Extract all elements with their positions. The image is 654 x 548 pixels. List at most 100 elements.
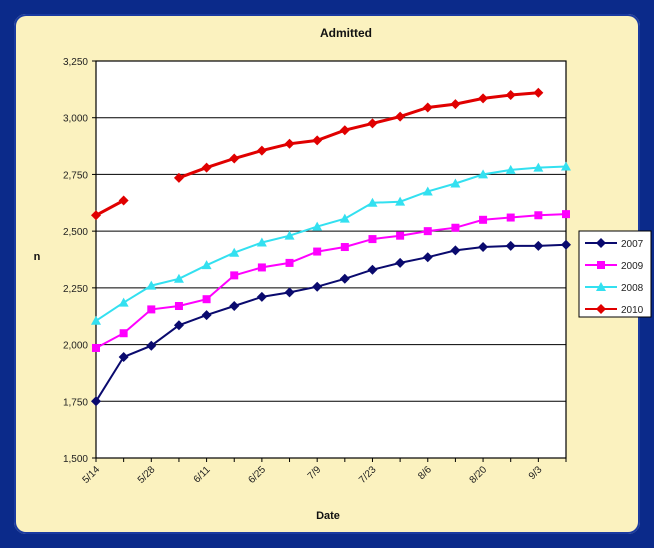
data-point: [312, 221, 323, 231]
y-tick-label: 3,250: [63, 57, 88, 68]
data-point: [147, 305, 156, 314]
data-point: [367, 118, 378, 129]
data-point: [229, 301, 240, 312]
data-point: [450, 245, 461, 256]
data-point: [173, 273, 184, 283]
plot-frame: [95, 60, 567, 459]
x-tick-label: 6/25: [246, 464, 268, 486]
y-tick-label: 1,750: [63, 397, 88, 408]
legend-box: [578, 230, 652, 318]
data-point: [312, 135, 323, 146]
y-tick-label: 2,250: [63, 284, 88, 295]
x-tick-label: 7/23: [357, 464, 379, 486]
data-point: [284, 138, 295, 149]
data-point: [396, 231, 405, 240]
data-point: [478, 242, 489, 253]
x-tick-label: 8/20: [468, 464, 490, 486]
data-point: [422, 102, 433, 113]
x-tick-label: 9/3: [527, 464, 545, 482]
x-tick-label: 7/9: [306, 464, 324, 482]
data-point: [422, 252, 433, 263]
series-line-2008: [95, 165, 567, 322]
data-point: [118, 352, 129, 363]
data-point: [395, 111, 406, 122]
data-point: [450, 99, 461, 110]
data-point: [284, 230, 295, 240]
data-point: [395, 257, 406, 268]
data-point: [596, 282, 606, 291]
series-line-2010: [95, 91, 539, 217]
data-point: [256, 291, 267, 302]
data-point: [450, 178, 461, 188]
plot-area: [96, 61, 566, 458]
data-point: [285, 258, 294, 267]
data-point: [339, 213, 350, 223]
legend-label-2007: 2007: [621, 239, 644, 250]
y-axis-label: n: [34, 251, 41, 263]
data-point: [423, 227, 432, 236]
data-point: [478, 93, 489, 104]
data-point: [284, 287, 295, 298]
legend-label-2010: 2010: [621, 305, 644, 316]
data-point: [597, 261, 605, 269]
data-point: [313, 247, 322, 256]
data-point: [201, 260, 212, 270]
data-point: [201, 310, 212, 321]
data-point: [146, 340, 157, 351]
data-point: [596, 304, 606, 314]
data-point: [339, 125, 350, 136]
x-tick-label: 5/28: [136, 464, 158, 486]
data-point: [91, 315, 101, 325]
data-point: [201, 162, 212, 173]
data-point: [91, 396, 101, 407]
x-tick-label: 6/11: [192, 464, 213, 485]
data-point: [505, 164, 516, 174]
y-tick-label: 1,500: [63, 454, 88, 465]
data-point: [312, 281, 323, 292]
data-point: [562, 210, 570, 219]
data-point: [202, 295, 211, 304]
data-point: [479, 215, 488, 224]
data-point: [229, 153, 240, 164]
data-point: [561, 161, 571, 171]
data-point: [478, 169, 489, 179]
legend: 2007 2009 2008 2010: [578, 230, 652, 318]
y-tick-label: 2,500: [63, 227, 88, 238]
data-point: [256, 145, 267, 156]
data-point: [534, 211, 543, 220]
data-point: [229, 247, 240, 257]
data-point: [92, 343, 100, 352]
data-point: [340, 243, 349, 252]
x-tick-label: 5/14: [81, 464, 103, 486]
data-point: [533, 162, 544, 172]
data-point: [451, 223, 460, 232]
data-point: [505, 240, 516, 251]
series-line-2009: [95, 213, 567, 349]
data-point: [505, 90, 516, 101]
data-point: [367, 264, 378, 275]
legend-label-2009: 2009: [621, 261, 644, 272]
data-point: [146, 280, 157, 290]
y-tick-label: 3,000: [63, 114, 88, 125]
data-point: [91, 210, 101, 221]
y-tick-label: 2,750: [63, 170, 88, 181]
data-point: [118, 195, 129, 206]
data-point: [368, 235, 377, 244]
data-point: [395, 196, 406, 206]
data-point: [173, 172, 184, 183]
data-point: [596, 238, 606, 248]
data-point: [506, 213, 515, 222]
data-point: [174, 302, 183, 311]
data-point: [173, 320, 184, 331]
data-point: [119, 329, 128, 338]
data-point: [339, 273, 350, 284]
legend-label-2008: 2008: [621, 283, 644, 294]
x-axis-label: Date: [316, 510, 340, 522]
data-point: [257, 263, 266, 272]
data-point: [256, 237, 267, 247]
data-point: [561, 239, 571, 250]
data-point: [367, 197, 378, 207]
x-tick-label: 8/6: [416, 464, 434, 482]
data-point: [118, 297, 129, 307]
